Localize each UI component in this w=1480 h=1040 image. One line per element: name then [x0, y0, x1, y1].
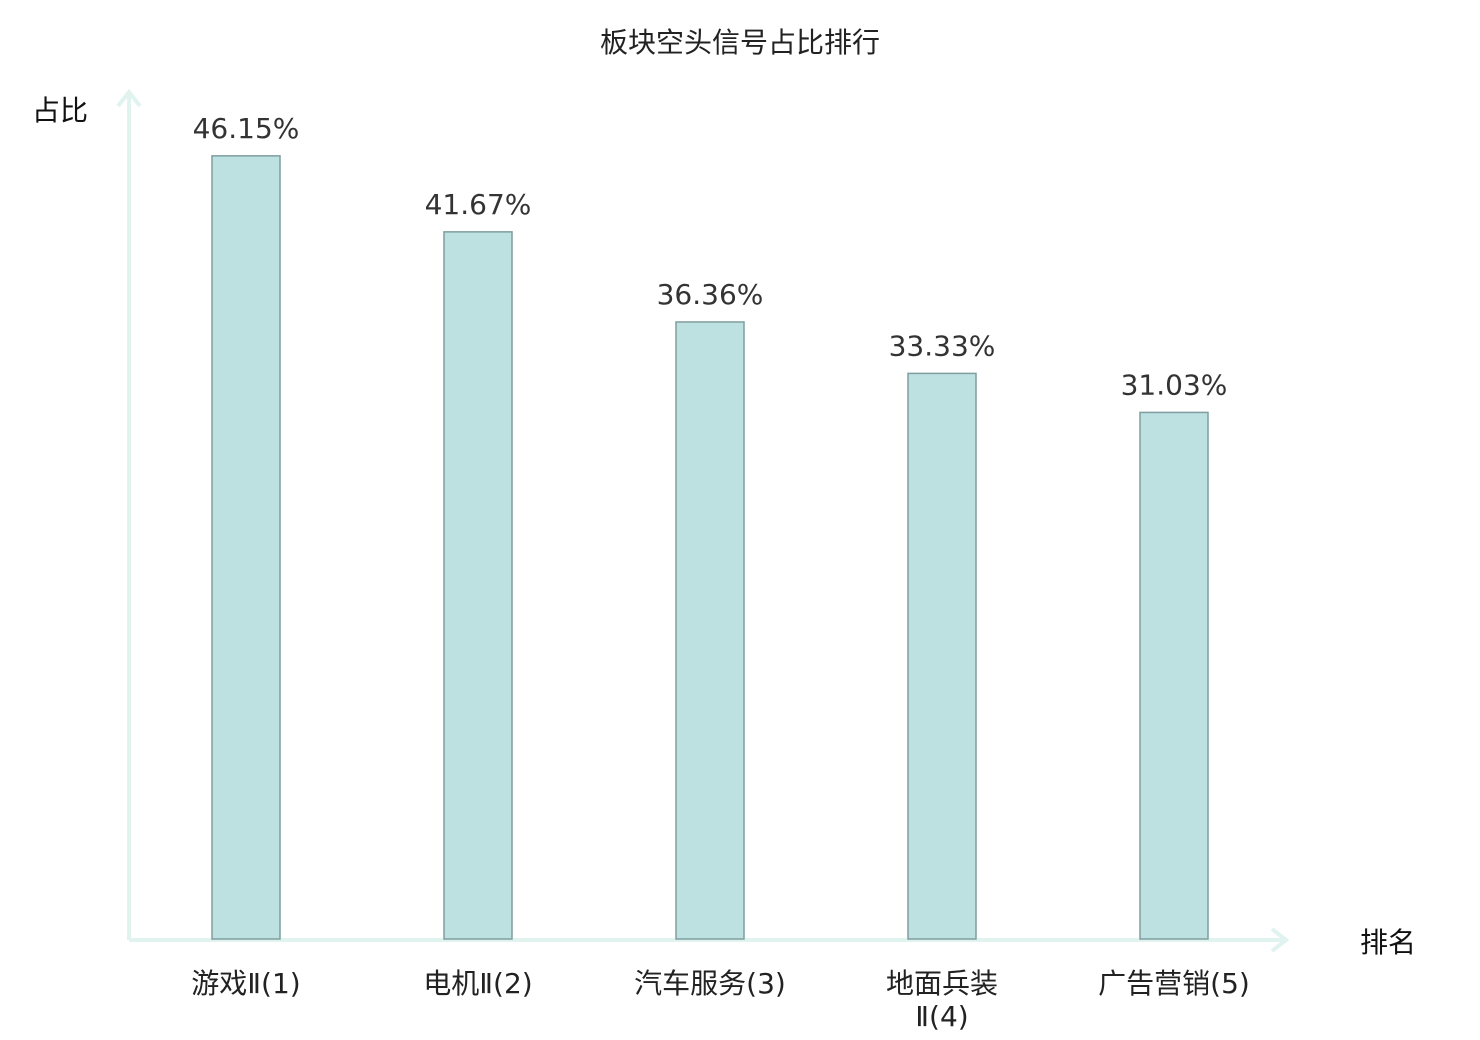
bars-group: 46.15% 游戏Ⅱ(1) 41.67% 电机Ⅱ(2) 36.36% 汽车服务(3) 33.… [191, 112, 1250, 1033]
x-axis [129, 927, 1290, 953]
y-axis-label: 占比 [32, 94, 88, 127]
bar [443, 231, 513, 940]
category-label: 汽车服务(3) [634, 967, 786, 1000]
bar-value-label: 36.36% [657, 278, 764, 311]
bar [675, 321, 745, 940]
bar-value-label: 33.33% [889, 329, 996, 362]
category-label: 电机Ⅱ(2) [423, 967, 532, 1000]
x-axis-label: 排名 [1360, 926, 1416, 959]
bar [907, 372, 977, 940]
category-label: 游戏Ⅱ(1) [191, 967, 300, 1000]
category-label: 地面兵装 Ⅱ(4) [886, 967, 998, 1033]
category-label: 广告营销(5) [1098, 967, 1250, 1000]
bar [211, 155, 281, 940]
bar [1139, 411, 1209, 940]
bar-value-label: 46.15% [193, 112, 300, 145]
y-axis [116, 88, 142, 940]
bar-value-label: 41.67% [425, 188, 532, 221]
chart-title: 板块空头信号占比排行 [600, 26, 880, 59]
bar-value-label: 31.03% [1121, 368, 1228, 401]
